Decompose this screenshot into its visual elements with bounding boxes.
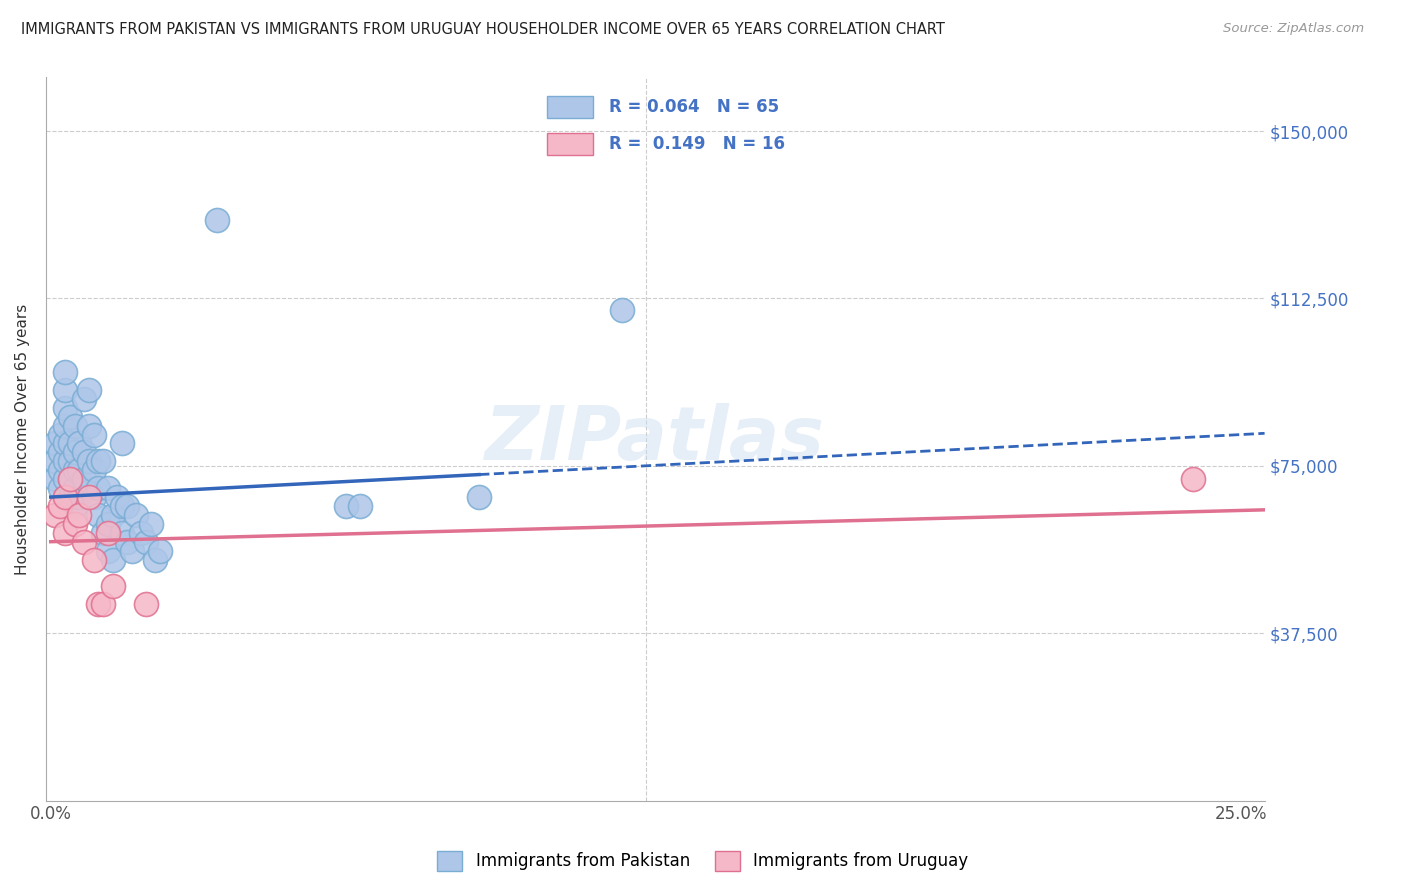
Point [77, 383, 100, 397]
Point [101, 552, 124, 566]
Point [53, 401, 76, 415]
Point [97, 516, 120, 531]
Point [83, 427, 105, 442]
Point [53, 418, 76, 433]
Point [59, 454, 82, 468]
Point [115, 534, 138, 549]
Point [149, 543, 172, 558]
Point [67, 508, 90, 522]
Point [63, 499, 86, 513]
Point [77, 490, 100, 504]
Legend: Immigrants from Pakistan, Immigrants from Uruguay: Immigrants from Pakistan, Immigrants fro… [429, 842, 977, 880]
Text: R =  0.149   N = 16: R = 0.149 N = 16 [609, 136, 785, 153]
Point [59, 436, 82, 450]
Point [67, 463, 90, 477]
Point [91, 454, 114, 468]
Point [67, 490, 90, 504]
Point [63, 481, 86, 495]
Point [83, 552, 105, 566]
FancyBboxPatch shape [547, 96, 593, 119]
Point [59, 490, 82, 504]
Point [44, 508, 66, 522]
Point [73, 472, 96, 486]
FancyBboxPatch shape [547, 133, 593, 155]
Point [468, 490, 491, 504]
Point [97, 525, 120, 540]
Point [53, 490, 76, 504]
Point [53, 365, 76, 379]
Text: IMMIGRANTS FROM PAKISTAN VS IMMIGRANTS FROM URUGUAY HOUSEHOLDER INCOME OVER 65 Y: IMMIGRANTS FROM PAKISTAN VS IMMIGRANTS F… [21, 22, 945, 37]
Point [111, 525, 134, 540]
Point [44, 472, 66, 486]
Point [135, 597, 157, 611]
Point [63, 516, 86, 531]
Point [63, 418, 86, 433]
Point [49, 445, 72, 459]
Point [125, 508, 148, 522]
Point [97, 543, 120, 558]
Point [111, 499, 134, 513]
Point [91, 525, 114, 540]
Text: Source: ZipAtlas.com: Source: ZipAtlas.com [1223, 22, 1364, 36]
Point [59, 472, 82, 486]
Point [139, 516, 162, 531]
Point [53, 490, 76, 504]
Point [53, 383, 76, 397]
Point [53, 525, 76, 540]
Point [49, 499, 72, 513]
Point [610, 302, 633, 317]
Point [97, 481, 120, 495]
Point [63, 463, 86, 477]
Point [53, 472, 76, 486]
Point [91, 597, 114, 611]
Point [145, 552, 167, 566]
Text: ZIPatlas: ZIPatlas [485, 402, 825, 475]
Point [135, 534, 157, 549]
Point [44, 436, 66, 450]
Point [129, 525, 152, 540]
Point [349, 499, 371, 513]
Point [44, 454, 66, 468]
Point [73, 392, 96, 406]
Point [87, 597, 110, 611]
Point [77, 418, 100, 433]
Point [49, 463, 72, 477]
Point [111, 436, 134, 450]
Point [335, 499, 357, 513]
Point [101, 508, 124, 522]
Point [1182, 472, 1205, 486]
Point [121, 543, 143, 558]
Point [49, 427, 72, 442]
Point [53, 454, 76, 468]
Point [101, 579, 124, 593]
Point [87, 508, 110, 522]
Point [53, 436, 76, 450]
Point [67, 436, 90, 450]
Point [73, 534, 96, 549]
Text: R = 0.064   N = 65: R = 0.064 N = 65 [609, 98, 779, 116]
Point [105, 490, 128, 504]
Point [83, 463, 105, 477]
Y-axis label: Householder Income Over 65 years: Householder Income Over 65 years [15, 303, 30, 574]
Point [73, 445, 96, 459]
Point [115, 499, 138, 513]
Point [87, 454, 110, 468]
Point [59, 409, 82, 424]
Point [59, 472, 82, 486]
Point [83, 490, 105, 504]
Point [207, 213, 229, 227]
Point [49, 481, 72, 495]
Point [87, 481, 110, 495]
Point [63, 445, 86, 459]
Point [77, 454, 100, 468]
